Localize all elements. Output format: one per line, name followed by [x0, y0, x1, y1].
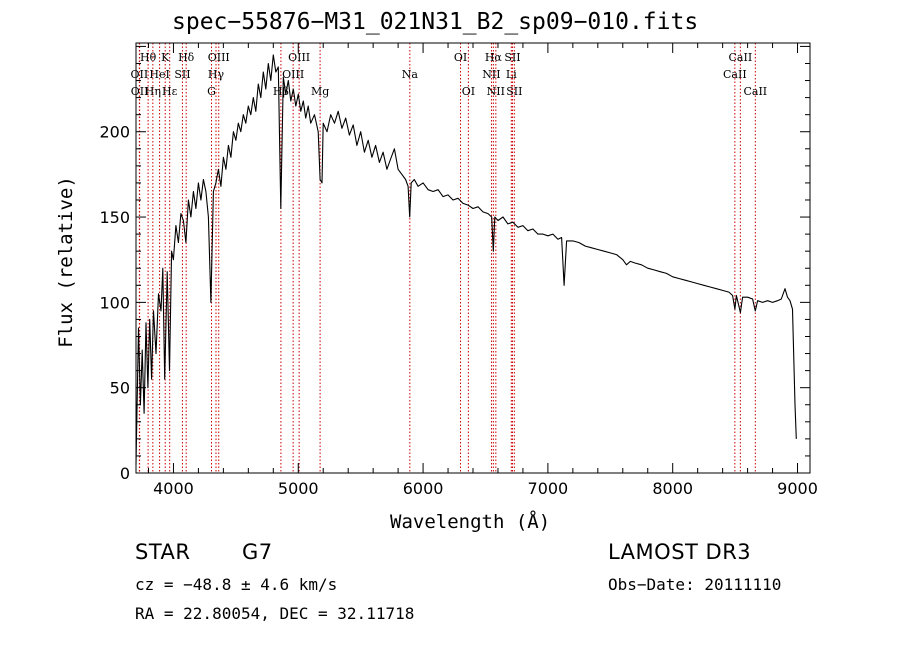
feature-label: NII	[482, 68, 500, 81]
x-axis-label: Wavelength (Å)	[390, 511, 551, 533]
survey-name: LAMOST DR3	[608, 540, 752, 564]
y-axis-label: Flux (relative)	[55, 176, 77, 348]
feature-label: NII	[487, 85, 505, 98]
feature-label: OI	[462, 85, 475, 98]
feature-label: OII	[131, 85, 149, 98]
feature-label: Li	[506, 68, 517, 81]
x-tick-label: 8000	[652, 479, 693, 498]
feature-label: Mg	[311, 85, 329, 98]
x-tick-label: 9000	[777, 479, 818, 498]
feature-label: OIII	[288, 51, 310, 64]
feature-label: Hβ	[273, 85, 289, 98]
plot-frame	[135, 42, 811, 474]
series-layer	[135, 54, 797, 465]
feature-label: HeI	[149, 68, 169, 81]
feature-label: Hα	[485, 51, 503, 64]
feature-label: OIII	[282, 68, 304, 81]
feature-label: Hε	[162, 85, 178, 98]
feature-label: CaII	[723, 68, 747, 81]
feature-label: CaII	[729, 51, 753, 64]
feature-label: Hθ	[140, 51, 157, 64]
feature-label: G	[207, 85, 216, 98]
object-subclass: G7	[242, 540, 273, 564]
feature-label: OI	[454, 51, 467, 64]
feature-label: Na	[402, 68, 419, 81]
x-tick-label: 6000	[403, 479, 444, 498]
object-class: STAR	[135, 540, 191, 564]
line-marker-layer	[138, 43, 756, 473]
feature-label: SII	[504, 51, 520, 64]
coordinates: RA = 22.80054, DEC = 32.11718	[135, 604, 415, 623]
feature-label: Hγ	[208, 68, 225, 81]
feature-label: OII	[131, 68, 149, 81]
x-tick-label: 4000	[153, 479, 194, 498]
y-tick-label: 50	[110, 379, 130, 398]
y-tick-label: 150	[99, 208, 130, 227]
feature-label: SII	[174, 68, 190, 81]
feature-label: OIII	[208, 51, 230, 64]
y-tick-label: 200	[99, 123, 130, 142]
y-tick-label: 0	[120, 464, 130, 483]
feature-label: Hη	[145, 85, 161, 98]
x-tick-label: 5000	[278, 479, 319, 498]
feature-label: Hδ	[178, 51, 195, 64]
x-tick-label: 7000	[528, 479, 569, 498]
y-tick-label: 100	[99, 293, 130, 312]
feature-label: K	[161, 51, 170, 64]
observation-date: Obs−Date: 20111110	[608, 575, 782, 594]
chart-title: spec−55876−M31_021N31_B2_sp09−010.fits	[172, 9, 699, 35]
axis-layer: 4000 5000 6000 7000 8000 9000 0 50 100 150 200	[99, 42, 818, 498]
flux-series-line	[135, 54, 797, 465]
feature-label: CaII	[743, 85, 767, 98]
redshift-value: cz = −48.8 ± 4.6 km/s	[135, 575, 338, 594]
feature-label: SII	[506, 85, 522, 98]
